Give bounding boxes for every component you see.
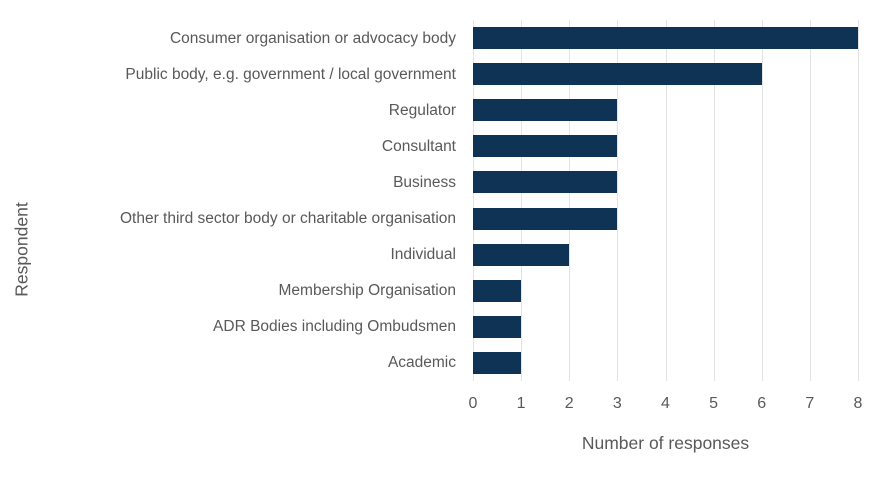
table-row: ADR Bodies including Ombudsmen (0, 309, 858, 345)
bar (473, 279, 522, 302)
bar (473, 63, 762, 86)
bar (473, 171, 618, 194)
bar-track (473, 351, 858, 374)
table-row: Academic (0, 345, 858, 381)
category-label: Other third sector body or charitable or… (119, 209, 456, 227)
bar-track (473, 279, 858, 302)
gridline (473, 20, 474, 381)
x-tick-label: 2 (564, 395, 574, 412)
gridline (858, 20, 859, 381)
bar-track (473, 135, 858, 158)
bar-track (473, 315, 858, 338)
x-tick-label: 3 (612, 395, 622, 412)
gridline (761, 20, 763, 381)
bar-rows: Consumer organisation or advocacy body Pu… (0, 20, 858, 381)
table-row: Consumer organisation or advocacy body (0, 20, 858, 56)
table-row: Business (0, 164, 858, 200)
x-axis-title: Number of responses (581, 433, 750, 453)
category-label: Consumer organisation or advocacy body (169, 29, 456, 47)
bar (473, 243, 570, 266)
bar (473, 27, 858, 50)
bar-track (473, 207, 858, 230)
bar (473, 315, 522, 338)
gridline (569, 20, 571, 381)
x-tick-label: 0 (468, 395, 478, 412)
y-axis-title: Respondent (11, 202, 32, 297)
bar-track (473, 171, 858, 194)
category-label: Consultant (381, 137, 456, 155)
category-label: Membership Organisation (278, 282, 456, 300)
gridline (809, 20, 811, 381)
bar-track (473, 63, 858, 86)
gridline (713, 20, 715, 381)
table-row: Public body, e.g. government / local gov… (0, 56, 858, 92)
category-label: Individual (390, 246, 457, 264)
table-row: Other third sector body or charitable or… (0, 200, 858, 236)
gridline (665, 20, 667, 381)
x-tick-label: 6 (757, 395, 767, 412)
x-axis-ticks: 0 1 2 3 4 5 6 7 8 (469, 395, 863, 415)
bar (473, 207, 618, 230)
bar (473, 99, 618, 122)
category-label: Business (393, 173, 456, 191)
table-row: Regulator (0, 92, 858, 128)
bar (473, 135, 618, 158)
bar-track (473, 243, 858, 266)
x-tick-label: 1 (516, 395, 526, 412)
bar-track (473, 27, 858, 50)
gridline (617, 20, 619, 381)
x-tick-label: 7 (805, 395, 815, 412)
table-row: Membership Organisation (0, 273, 858, 309)
category-label: Regulator (388, 101, 456, 119)
bar-track (473, 99, 858, 122)
x-tick-label: 4 (661, 395, 670, 412)
x-tick-label: 8 (853, 395, 863, 412)
x-tick-label: 5 (709, 395, 719, 412)
gridline (521, 20, 523, 381)
category-label: Academic (387, 354, 456, 372)
bar (473, 351, 522, 374)
category-label: Public body, e.g. government / local gov… (125, 65, 456, 83)
plot-area (473, 20, 859, 381)
table-row: Consultant (0, 128, 858, 164)
table-row: Individual (0, 237, 858, 273)
category-label: ADR Bodies including Ombudsmen (213, 318, 456, 336)
